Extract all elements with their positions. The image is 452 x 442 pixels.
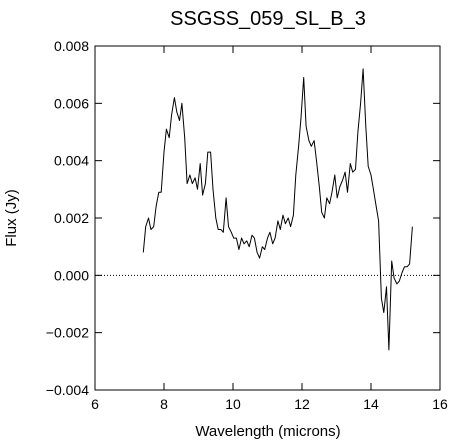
y-tick-label: 0.000 bbox=[54, 267, 89, 283]
y-axis-title: Flux (Jy) bbox=[3, 189, 20, 247]
y-tick-label: −0.002 bbox=[46, 325, 89, 341]
x-tick-label: 12 bbox=[294, 396, 310, 412]
x-tick-label: 6 bbox=[91, 396, 99, 412]
x-tick-label: 8 bbox=[160, 396, 168, 412]
x-tick-label: 16 bbox=[432, 396, 448, 412]
x-tick-label: 10 bbox=[225, 396, 241, 412]
series-line-flux bbox=[142, 68, 413, 351]
y-axis: −0.004 −0.002 0.000 0.002 0.004 0.006 0.008 bbox=[46, 38, 440, 398]
y-tick-label: 0.004 bbox=[54, 153, 89, 169]
x-axis-title: Wavelength (microns) bbox=[195, 423, 340, 440]
x-axis: 6 8 10 12 14 16 bbox=[91, 46, 448, 412]
y-tick-label: 0.006 bbox=[54, 95, 89, 111]
x-tick-label: 14 bbox=[363, 396, 379, 412]
chart-title: SSGSS_059_SL_B_3 bbox=[170, 8, 366, 30]
y-tick-label: 0.002 bbox=[54, 210, 89, 226]
y-tick-label: 0.008 bbox=[54, 38, 89, 54]
y-tick-label: −0.004 bbox=[46, 382, 89, 398]
